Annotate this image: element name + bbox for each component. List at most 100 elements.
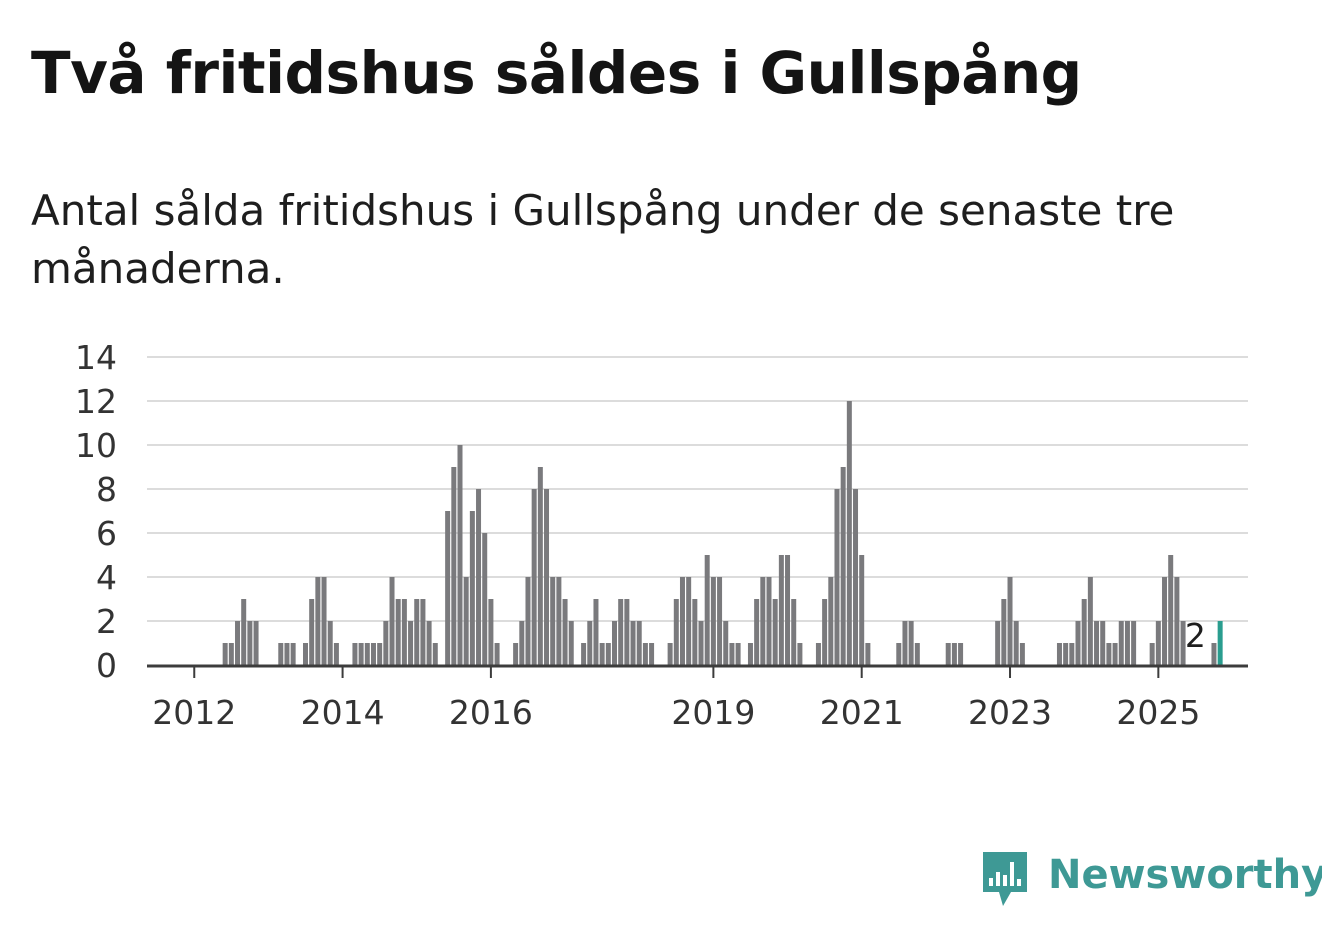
bar	[778, 555, 784, 665]
bar	[754, 599, 760, 665]
bar	[649, 643, 655, 665]
bar	[445, 511, 451, 665]
bar	[642, 643, 648, 665]
bar	[383, 621, 389, 665]
bar	[1112, 643, 1118, 665]
bar	[859, 555, 865, 665]
y-tick-label: 6	[96, 514, 117, 553]
bar	[364, 643, 370, 665]
bar	[599, 643, 605, 665]
bar	[846, 401, 852, 665]
bars	[222, 401, 1223, 665]
bar	[914, 643, 920, 665]
bar	[704, 555, 710, 665]
bar	[284, 643, 290, 665]
bar	[1118, 621, 1124, 665]
x-tick-label: 2021	[820, 693, 904, 732]
bar	[1075, 621, 1081, 665]
bar	[544, 489, 550, 665]
bar	[389, 577, 395, 665]
bar	[315, 577, 321, 665]
bar	[494, 643, 500, 665]
bar	[1100, 621, 1106, 665]
bar	[840, 467, 846, 665]
bar	[1149, 643, 1155, 665]
bar	[729, 643, 735, 665]
bar	[426, 621, 432, 665]
bar	[995, 621, 1001, 665]
y-tick-label: 0	[96, 646, 117, 685]
bar	[401, 599, 407, 665]
bar	[309, 599, 315, 665]
bar	[735, 643, 741, 665]
bar	[1168, 555, 1174, 665]
bar	[785, 555, 791, 665]
bar	[451, 467, 457, 665]
bar	[717, 577, 723, 665]
newsworthy-icon	[983, 852, 1027, 906]
bar	[618, 599, 624, 665]
grid-lines	[147, 356, 1248, 622]
bar	[612, 621, 617, 665]
bar	[865, 643, 871, 665]
bar	[537, 467, 543, 665]
bar	[1106, 643, 1112, 665]
bar	[469, 511, 475, 665]
bar	[1124, 621, 1130, 665]
bar	[951, 643, 957, 665]
x-tick-label: 2025	[1116, 693, 1200, 732]
bar	[945, 643, 951, 665]
bar	[253, 621, 259, 665]
bar	[414, 599, 420, 665]
x-tick-label: 2016	[449, 693, 533, 732]
bar	[1174, 577, 1180, 665]
bar	[1056, 643, 1062, 665]
bar	[822, 599, 828, 665]
bar	[692, 599, 698, 665]
bar	[605, 643, 611, 665]
bar	[828, 577, 834, 665]
bar	[488, 599, 494, 665]
bar	[747, 643, 753, 665]
bar	[797, 643, 803, 665]
data-labels: 2	[1185, 616, 1206, 655]
bar	[760, 577, 766, 665]
y-tick-label: 12	[75, 382, 117, 421]
bar	[377, 643, 383, 665]
bar	[562, 599, 568, 665]
bar	[1087, 577, 1093, 665]
data-label: 2	[1185, 616, 1206, 655]
bar	[1131, 621, 1137, 665]
bar	[247, 621, 253, 665]
bar	[1094, 621, 1100, 665]
bar	[815, 643, 821, 665]
bar	[1211, 643, 1217, 665]
bar	[636, 621, 642, 665]
x-tick-label: 2019	[671, 693, 755, 732]
bar	[327, 621, 333, 665]
bar	[1019, 643, 1025, 665]
bar	[303, 643, 308, 665]
bar	[333, 643, 339, 665]
bar	[290, 643, 296, 665]
bar	[321, 577, 327, 665]
bar	[513, 643, 519, 665]
bar	[766, 577, 772, 665]
bar	[1013, 621, 1019, 665]
bar	[568, 621, 574, 665]
bar	[1069, 643, 1075, 665]
bar	[772, 599, 778, 665]
bar	[370, 643, 376, 665]
bar	[1180, 621, 1186, 665]
bar	[278, 643, 284, 665]
bar	[581, 643, 587, 665]
newsworthy-logo: Newsworthy	[981, 848, 1322, 912]
bar	[463, 577, 469, 665]
y-tick-label: 2	[96, 602, 117, 641]
y-tick-label: 4	[96, 558, 117, 597]
bar	[358, 643, 364, 665]
bar	[723, 621, 729, 665]
chart-subtitle: Antal sålda fritidshus i Gullspång under…	[31, 186, 1175, 293]
bar	[958, 643, 964, 665]
bar	[556, 577, 562, 665]
